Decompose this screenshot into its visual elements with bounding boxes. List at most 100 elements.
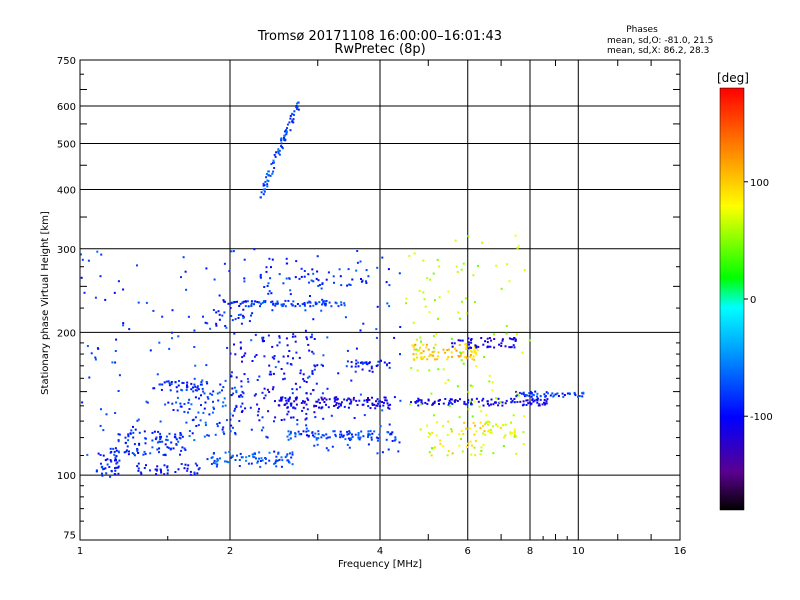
data-point: [285, 257, 288, 260]
data-point: [397, 450, 400, 453]
data-point: [294, 305, 297, 308]
data-point: [515, 390, 518, 393]
data-point: [529, 392, 532, 395]
data-point: [480, 410, 483, 413]
data-point: [311, 350, 314, 353]
data-point: [359, 436, 362, 439]
data-point: [261, 416, 264, 419]
data-point: [339, 436, 342, 439]
data-point: [347, 406, 350, 409]
data-point: [165, 438, 168, 441]
data-point: [166, 469, 169, 472]
data-point: [337, 372, 340, 375]
data-point: [464, 355, 467, 358]
data-point: [451, 402, 454, 405]
data-point: [265, 457, 267, 460]
data-point: [477, 400, 480, 403]
data-point: [344, 316, 347, 319]
data-point: [257, 410, 260, 413]
data-point: [162, 453, 165, 456]
data-point: [348, 430, 351, 433]
data-point: [258, 375, 261, 378]
data-point: [136, 465, 139, 468]
data-point: [235, 389, 238, 392]
data-point: [376, 305, 379, 308]
data-point: [241, 356, 244, 359]
data-point: [241, 456, 244, 459]
data-point: [143, 450, 146, 453]
data-point: [512, 344, 515, 347]
data-point: [204, 401, 207, 404]
data-point: [374, 407, 377, 410]
data-point: [456, 385, 459, 388]
data-point: [113, 291, 116, 294]
data-point: [274, 416, 277, 419]
data-point: [289, 114, 292, 117]
data-point: [346, 284, 349, 287]
data-point: [488, 404, 491, 407]
data-point: [231, 387, 234, 390]
data-point: [286, 362, 289, 365]
data-point: [87, 259, 90, 262]
data-point: [502, 424, 505, 427]
data-point: [254, 355, 256, 358]
data-point: [174, 471, 177, 473]
data-point: [242, 316, 245, 319]
data-point: [458, 444, 461, 447]
data-point: [287, 430, 290, 433]
data-point: [160, 471, 163, 474]
data-point: [273, 462, 275, 465]
data-point: [234, 459, 237, 461]
data-point: [292, 406, 295, 409]
data-point: [508, 280, 511, 283]
data-point: [354, 433, 357, 436]
data-point: [240, 385, 243, 388]
data-point: [149, 469, 151, 472]
data-point: [482, 397, 485, 400]
data-point: [122, 324, 125, 327]
data-point: [268, 257, 271, 260]
data-point: [532, 394, 535, 397]
data-point: [265, 266, 268, 269]
data-point: [313, 404, 316, 407]
data-point: [356, 404, 359, 406]
data-point: [435, 434, 438, 437]
data-point: [149, 349, 152, 352]
data-point: [469, 384, 472, 387]
data-point: [513, 428, 516, 431]
data-point: [489, 345, 492, 348]
data-point: [280, 456, 283, 459]
data-point: [496, 425, 499, 428]
data-point: [123, 451, 126, 454]
data-point: [180, 276, 182, 279]
data-point: [314, 303, 317, 306]
data-point: [543, 401, 545, 404]
data-point: [327, 406, 330, 409]
data-point: [267, 292, 270, 295]
data-point: [344, 438, 347, 441]
data-point: [284, 456, 287, 459]
data-point: [139, 471, 142, 474]
data-point: [294, 435, 297, 438]
data-point: [426, 277, 429, 280]
data-point: [81, 401, 84, 404]
data-point: [376, 404, 379, 407]
data-point: [285, 454, 288, 457]
data-point: [126, 449, 128, 452]
data-point: [163, 381, 166, 384]
data-point: [335, 403, 338, 406]
data-point: [186, 469, 189, 472]
data-point: [350, 361, 353, 364]
data-point: [434, 343, 437, 346]
data-point: [516, 392, 519, 395]
data-point: [291, 453, 294, 456]
data-point: [239, 394, 242, 397]
data-point: [375, 365, 378, 367]
data-point: [304, 309, 307, 312]
data-point: [248, 320, 251, 323]
data-point: [460, 429, 463, 432]
data-point: [383, 396, 386, 399]
data-point: [263, 355, 266, 358]
data-point: [191, 432, 194, 435]
data-point: [203, 407, 206, 410]
